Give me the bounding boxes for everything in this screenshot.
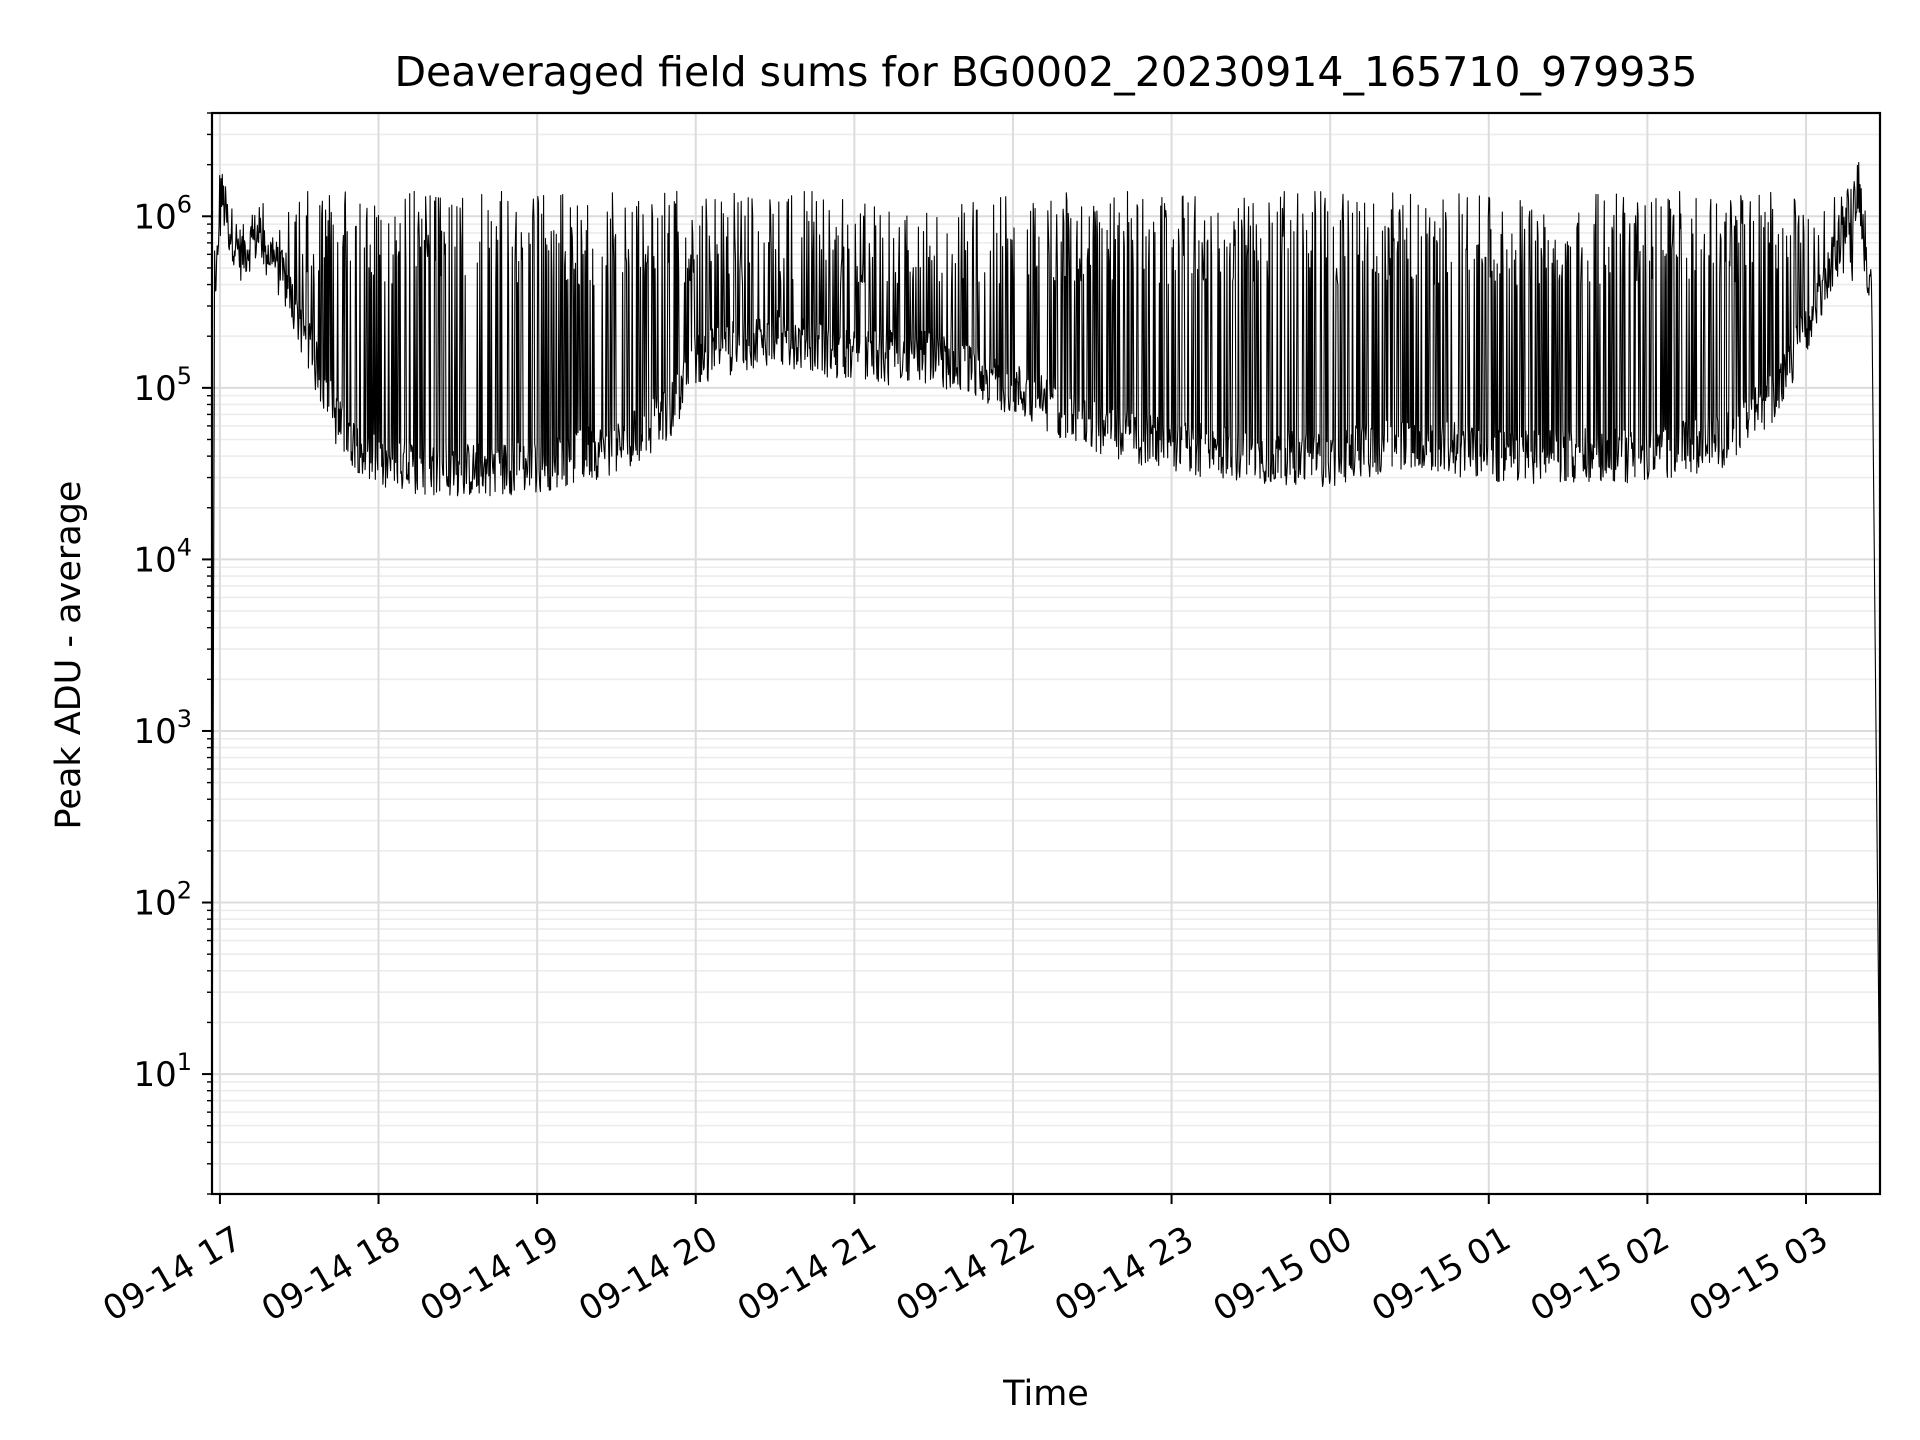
y-tick-label: 104 (133, 533, 192, 580)
x-axis-label: Time (1002, 1374, 1089, 1414)
series-line (211, 162, 1881, 1143)
x-tick-label: 09-15 01 (1365, 1219, 1517, 1330)
x-tick-label: 09-14 18 (255, 1219, 407, 1330)
y-tick-label: 102 (133, 877, 192, 924)
x-tick-label: 09-14 23 (1048, 1219, 1200, 1330)
chart-title: Deaveraged field sums for BG0002_2023091… (394, 48, 1697, 96)
y-tick-label: 101 (133, 1048, 192, 1095)
x-tick-label: 09-14 20 (572, 1219, 724, 1330)
x-tick-label: 09-14 22 (889, 1219, 1041, 1330)
x-tick-label: 09-15 00 (1207, 1219, 1359, 1330)
minor-gridlines (212, 112, 1880, 1195)
x-tick-label: 09-14 21 (731, 1219, 883, 1330)
y-tick-label: 105 (133, 362, 192, 409)
x-tick-label: 09-14 19 (414, 1219, 566, 1330)
y-axis-label: Peak ADU - average (49, 481, 89, 830)
y-tick-label: 106 (133, 190, 192, 237)
series-layer (211, 162, 1881, 1143)
x-tick-label: 09-15 02 (1524, 1219, 1676, 1330)
y-tick-label: 103 (133, 705, 192, 752)
x-tick-label: 09-14 17 (96, 1219, 248, 1330)
x-tick-label: 09-15 03 (1682, 1219, 1834, 1330)
plot-frame (210, 111, 1882, 1196)
